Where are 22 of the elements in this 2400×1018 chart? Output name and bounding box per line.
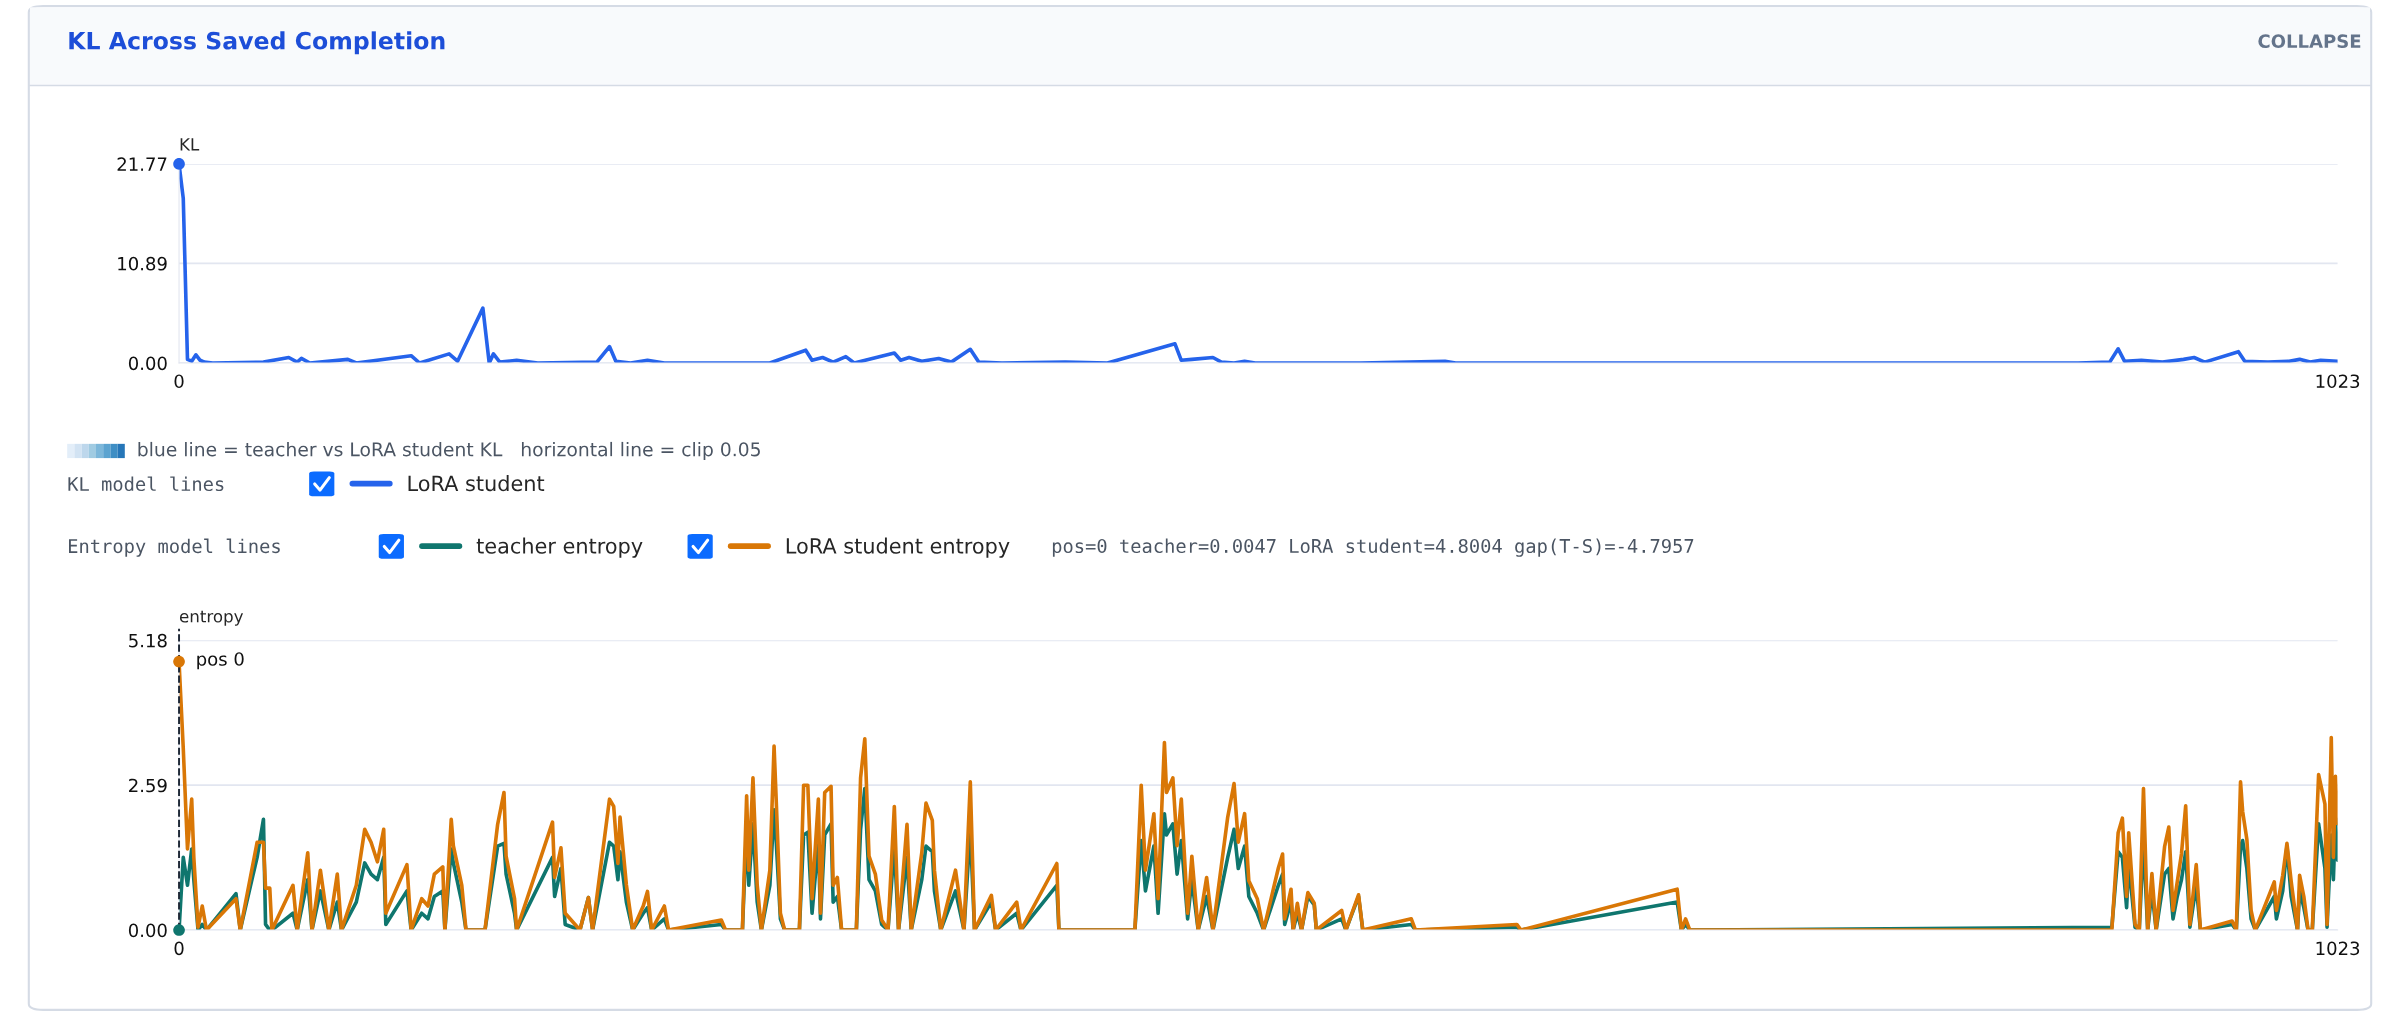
ref-line-label: pos 0 <box>197 652 244 670</box>
legend-label: teacher entropy <box>476 537 643 558</box>
x-tick-label: 0 <box>174 374 184 389</box>
y-tick-label: 10.89 <box>118 256 167 271</box>
y-tick-label: 21.77 <box>117 157 167 171</box>
legend-label: LoRA student entropy <box>786 537 1010 558</box>
x-tick-label: 0 <box>174 941 184 956</box>
y-tick-label: 2.59 <box>129 778 167 793</box>
y-tick-label: 0.00 <box>128 356 167 371</box>
text: blue line = teacher vs LoRA student KL horizontal line = clip 0.05 <box>138 441 760 461</box>
y-axis-title: KL <box>180 138 200 151</box>
text: pos=0 teacher=0.0047 LoRA student=4.8004 gap(T-S)=-4.7957 <box>1052 538 1694 557</box>
y-tick-label: 5.18 <box>129 633 167 648</box>
text: Entropy model lines <box>69 538 280 557</box>
x-tick-label: 1023 <box>2316 374 2360 389</box>
text: COLLAPSE <box>2258 34 2361 48</box>
text: KL model lines <box>68 476 224 492</box>
chart-title: KL Across Saved Completion <box>69 31 445 55</box>
legend-label: LoRA student <box>408 475 545 492</box>
y-tick-label: 0.00 <box>128 923 167 938</box>
y-axis-title: entropy <box>179 610 244 626</box>
x-tick-label: 1023 <box>2316 941 2360 956</box>
